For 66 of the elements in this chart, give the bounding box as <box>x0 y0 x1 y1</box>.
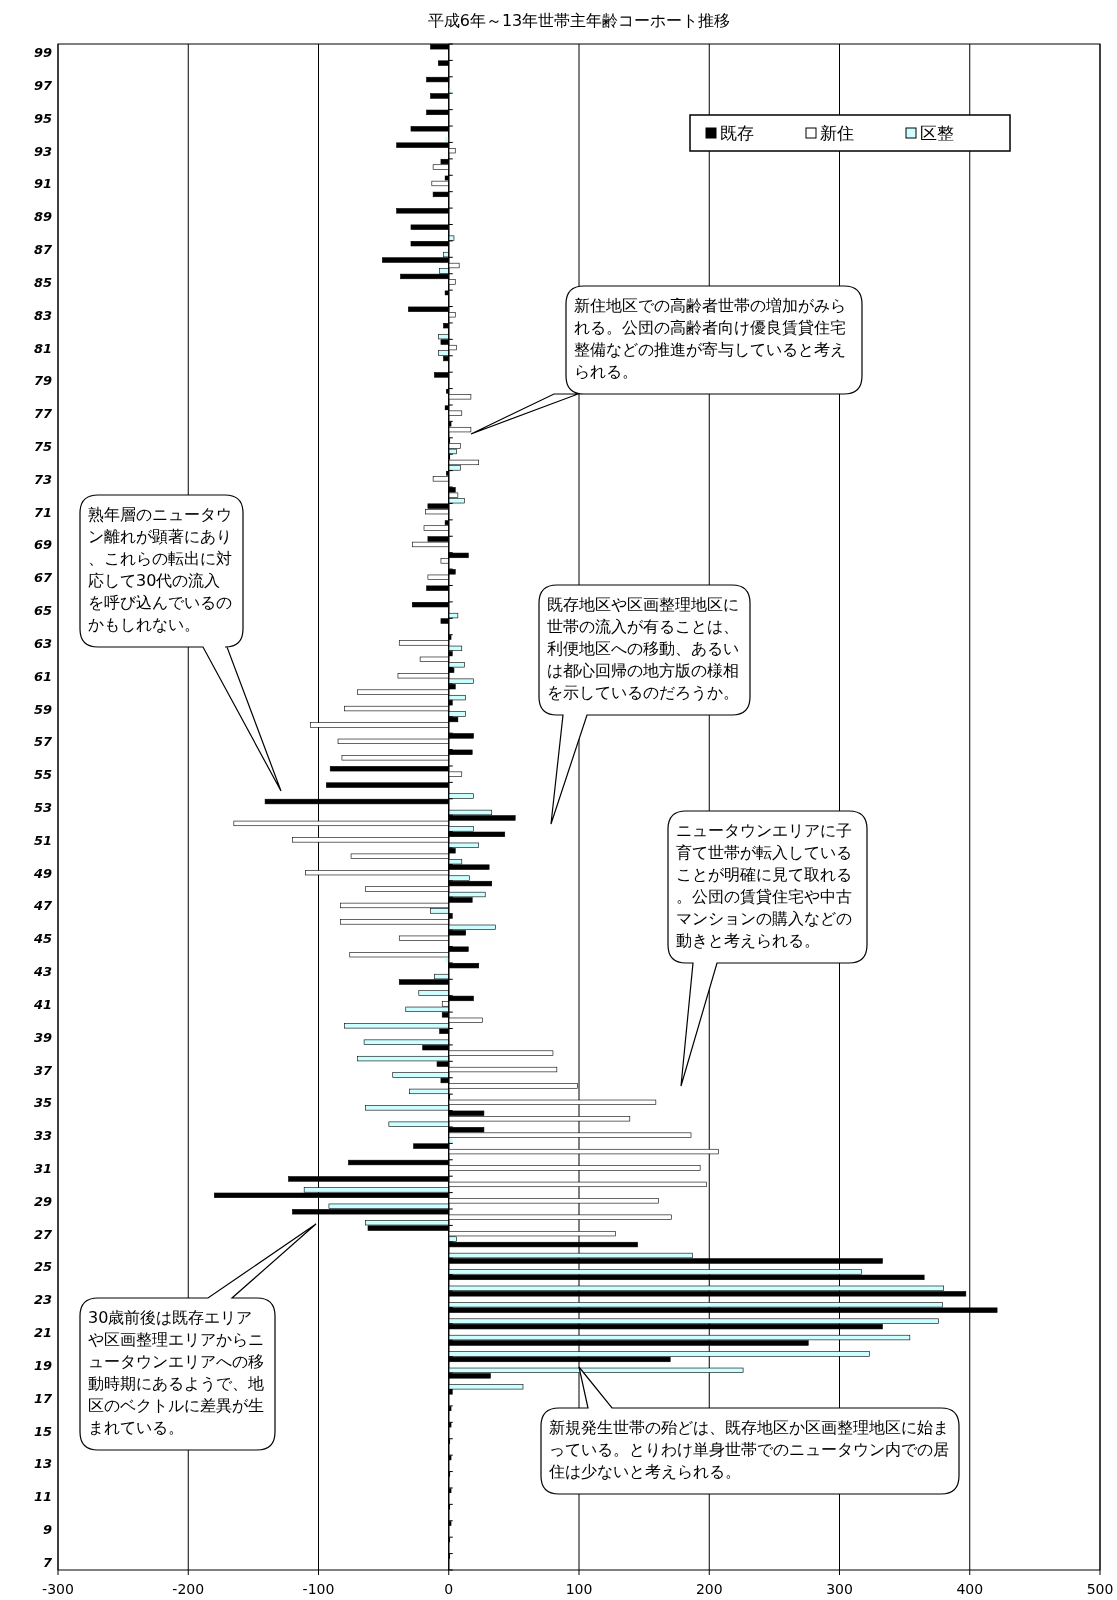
legend-label: 新住 <box>820 123 854 143</box>
y-tick-label: 63 <box>33 635 52 651</box>
y-tick-label: 35 <box>33 1095 52 1111</box>
legend-label: 区整 <box>920 123 954 143</box>
y-tick-label: 87 <box>33 242 53 258</box>
y-tick-label: 71 <box>33 504 52 520</box>
y-tick-label: 75 <box>33 439 52 455</box>
y-tick-label: 83 <box>33 307 52 323</box>
x-tick-label: -300 <box>42 1581 74 1597</box>
y-tick-label: 37 <box>33 1062 53 1078</box>
y-tick-label: 59 <box>33 701 52 717</box>
annotation: 30歳前後は既存エリアや区画整理エリアからニュータウンエリアへの移動時期にあるようで、地区のベクトルに差異が生まれている。 <box>88 1308 264 1437</box>
annotation: 新規発生世帯の殆どは、既存地区か区画整理地区に始まっている。とりわけ単身世帯でのニュータウン内での居住は少ないと考えられる。 <box>548 1418 949 1481</box>
x-tick-label: 100 <box>565 1581 593 1597</box>
y-tick-label: 97 <box>33 78 53 94</box>
y-tick-label: 53 <box>33 800 52 815</box>
y-tick-label: 93 <box>33 143 52 159</box>
annotation: 熟年層のニュータウン離れが顕著にあり、これらの転出に対応して30代の流入を呼び込んでいるのかもしれない。 <box>88 505 232 634</box>
x-tick-label: 0 <box>444 1581 454 1597</box>
y-tick-label: 19 <box>33 1357 52 1373</box>
y-tick-label: 21 <box>33 1325 52 1341</box>
y-tick-label: 9 <box>42 1521 52 1537</box>
y-tick-label: 29 <box>33 1193 52 1209</box>
y-tick-label: 49 <box>32 865 52 881</box>
y-tick-label: 61 <box>33 668 52 684</box>
legend-label: 既存 <box>720 123 754 143</box>
y-tick-label: 73 <box>33 471 52 487</box>
y-tick-label: 77 <box>33 406 53 422</box>
y-tick-label: 17 <box>33 1390 53 1406</box>
x-tick-label: -100 <box>302 1581 335 1597</box>
y-tick-label: 85 <box>33 274 52 290</box>
y-tick-label: 7 <box>42 1554 53 1570</box>
y-tick-label: 55 <box>33 767 52 783</box>
y-tick-label: 41 <box>32 996 52 1012</box>
annotation: 新住地区での高齢者世帯の増加がみられる。公団の高齢者向け優良賃貸住宅整備などの推進が寄与していると考えられる。 <box>574 296 846 381</box>
y-tick-label: 67 <box>33 570 53 586</box>
y-tick-label: 31 <box>33 1160 52 1176</box>
chart-title: 平成6年～13年世帯主年齢コーホート推移 <box>427 11 731 30</box>
y-tick-label: 43 <box>32 964 52 980</box>
y-tick-label: 69 <box>33 537 52 553</box>
x-tick-label: 300 <box>826 1581 853 1597</box>
y-tick-label: 89 <box>33 209 52 225</box>
y-tick-label: 15 <box>33 1423 52 1439</box>
y-tick-label: 95 <box>33 110 52 126</box>
y-tick-label: 39 <box>33 1029 52 1045</box>
y-tick-label: 25 <box>33 1259 52 1275</box>
y-tick-label: 33 <box>33 1128 52 1144</box>
y-tick-label: 13 <box>33 1456 52 1472</box>
y-tick-label: 51 <box>33 832 52 848</box>
x-tick-label: 400 <box>956 1581 984 1597</box>
y-tick-label: 81 <box>33 340 52 356</box>
bar <box>448 1138 453 1143</box>
y-tick-label: 11 <box>33 1489 52 1505</box>
y-tick-label: 27 <box>33 1226 53 1242</box>
x-tick-label: 500 <box>1086 1581 1114 1597</box>
y-tick-label: 79 <box>33 373 52 389</box>
y-tick-label: 45 <box>32 931 52 947</box>
y-tick-label: 65 <box>33 603 52 619</box>
x-tick-label: -200 <box>172 1581 205 1597</box>
y-tick-label: 47 <box>32 898 53 914</box>
x-tick-label: 200 <box>695 1581 723 1597</box>
y-tick-label: 99 <box>33 45 52 61</box>
y-tick-label: 57 <box>33 734 53 750</box>
annotation: 既存地区や区画整理地区に世帯の流入が有ることは、利便地区への移動、あるいは都心回帰の地方版の様相を示しているのだろうか。 <box>547 595 739 702</box>
y-tick-label: 91 <box>33 176 52 192</box>
y-tick-label: 23 <box>33 1292 52 1308</box>
